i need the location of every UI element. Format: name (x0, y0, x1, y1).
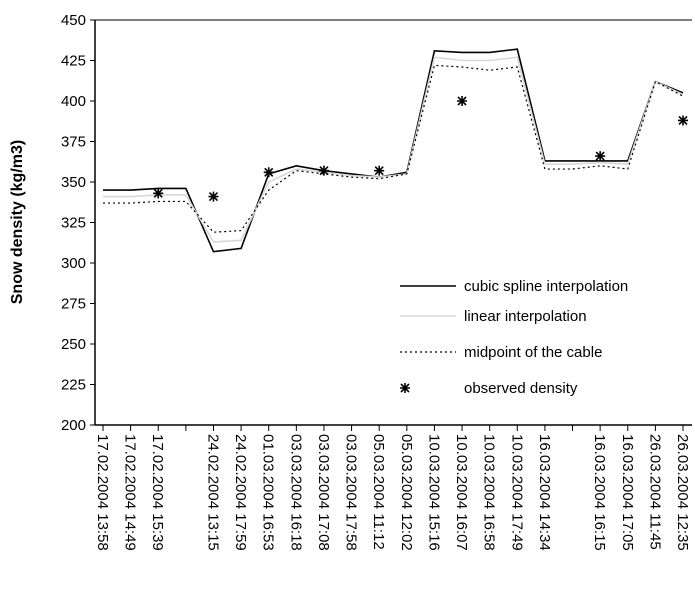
observed-marker (263, 167, 274, 178)
y-tick-label: 325 (61, 215, 86, 232)
x-tick-label: 16.03.2004 16:15 (591, 434, 608, 551)
x-tick-label: 24.02.2004 13:15 (204, 434, 221, 551)
x-tick-label: 03.03.2004 17:58 (343, 434, 360, 551)
observed-marker (678, 115, 688, 126)
y-tick-label: 400 (61, 93, 86, 110)
x-tick-label: 10.03.2004 16:07 (453, 434, 470, 551)
y-axis-label: Snow density (kg/m3) (9, 140, 26, 304)
legend-label: midpoint of the cable (464, 344, 602, 361)
legend-label: linear interpolation (464, 308, 587, 325)
observed-marker (153, 188, 164, 199)
observed-marker (595, 151, 606, 162)
series-line (103, 56, 684, 243)
x-tick-label: 24.02.2004 17:59 (232, 434, 249, 551)
series-line (103, 64, 684, 233)
x-tick-label: 26.03.2004 11:45 (646, 434, 663, 550)
x-tick-label: 17.02.2004 13:58 (94, 434, 111, 551)
y-tick-label: 225 (61, 377, 86, 394)
x-tick-label: 17.02.2004 14:49 (122, 434, 139, 551)
x-tick-label: 10.03.2004 16:58 (481, 434, 498, 551)
y-tick-label: 275 (61, 296, 86, 313)
x-tick-label: 05.03.2004 11:12 (370, 434, 387, 550)
y-tick-label: 450 (61, 12, 86, 29)
x-tick-label: 17.02.2004 15:39 (149, 434, 166, 551)
legend-label: observed density (464, 380, 578, 397)
series-line (103, 48, 684, 253)
legend-label: cubic spline interpolation (464, 278, 628, 295)
observed-marker (400, 383, 410, 393)
y-tick-label: 300 (61, 255, 86, 272)
x-tick-label: 10.03.2004 17:49 (508, 434, 525, 551)
x-tick-label: 05.03.2004 12:02 (398, 434, 415, 551)
x-tick-label: 16.03.2004 17:05 (619, 434, 636, 551)
observed-marker (457, 96, 468, 106)
observed-marker (208, 191, 219, 202)
y-tick-label: 200 (61, 417, 86, 434)
y-tick-label: 425 (61, 53, 86, 70)
x-tick-label: 03.03.2004 17:08 (315, 434, 332, 551)
x-tick-label: 16.03.2004 14:34 (536, 434, 553, 551)
y-tick-label: 250 (61, 336, 86, 353)
x-tick-label: 03.03.2004 16:18 (287, 434, 304, 551)
x-tick-label: 10.03.2004 15:16 (425, 434, 442, 551)
y-tick-label: 350 (61, 174, 86, 191)
y-tick-label: 375 (61, 134, 86, 151)
x-tick-label: 01.03.2004 16:53 (260, 434, 277, 551)
x-tick-label: 26.03.2004 12:35 (674, 434, 691, 551)
observed-marker (374, 165, 385, 176)
observed-marker (318, 165, 329, 176)
